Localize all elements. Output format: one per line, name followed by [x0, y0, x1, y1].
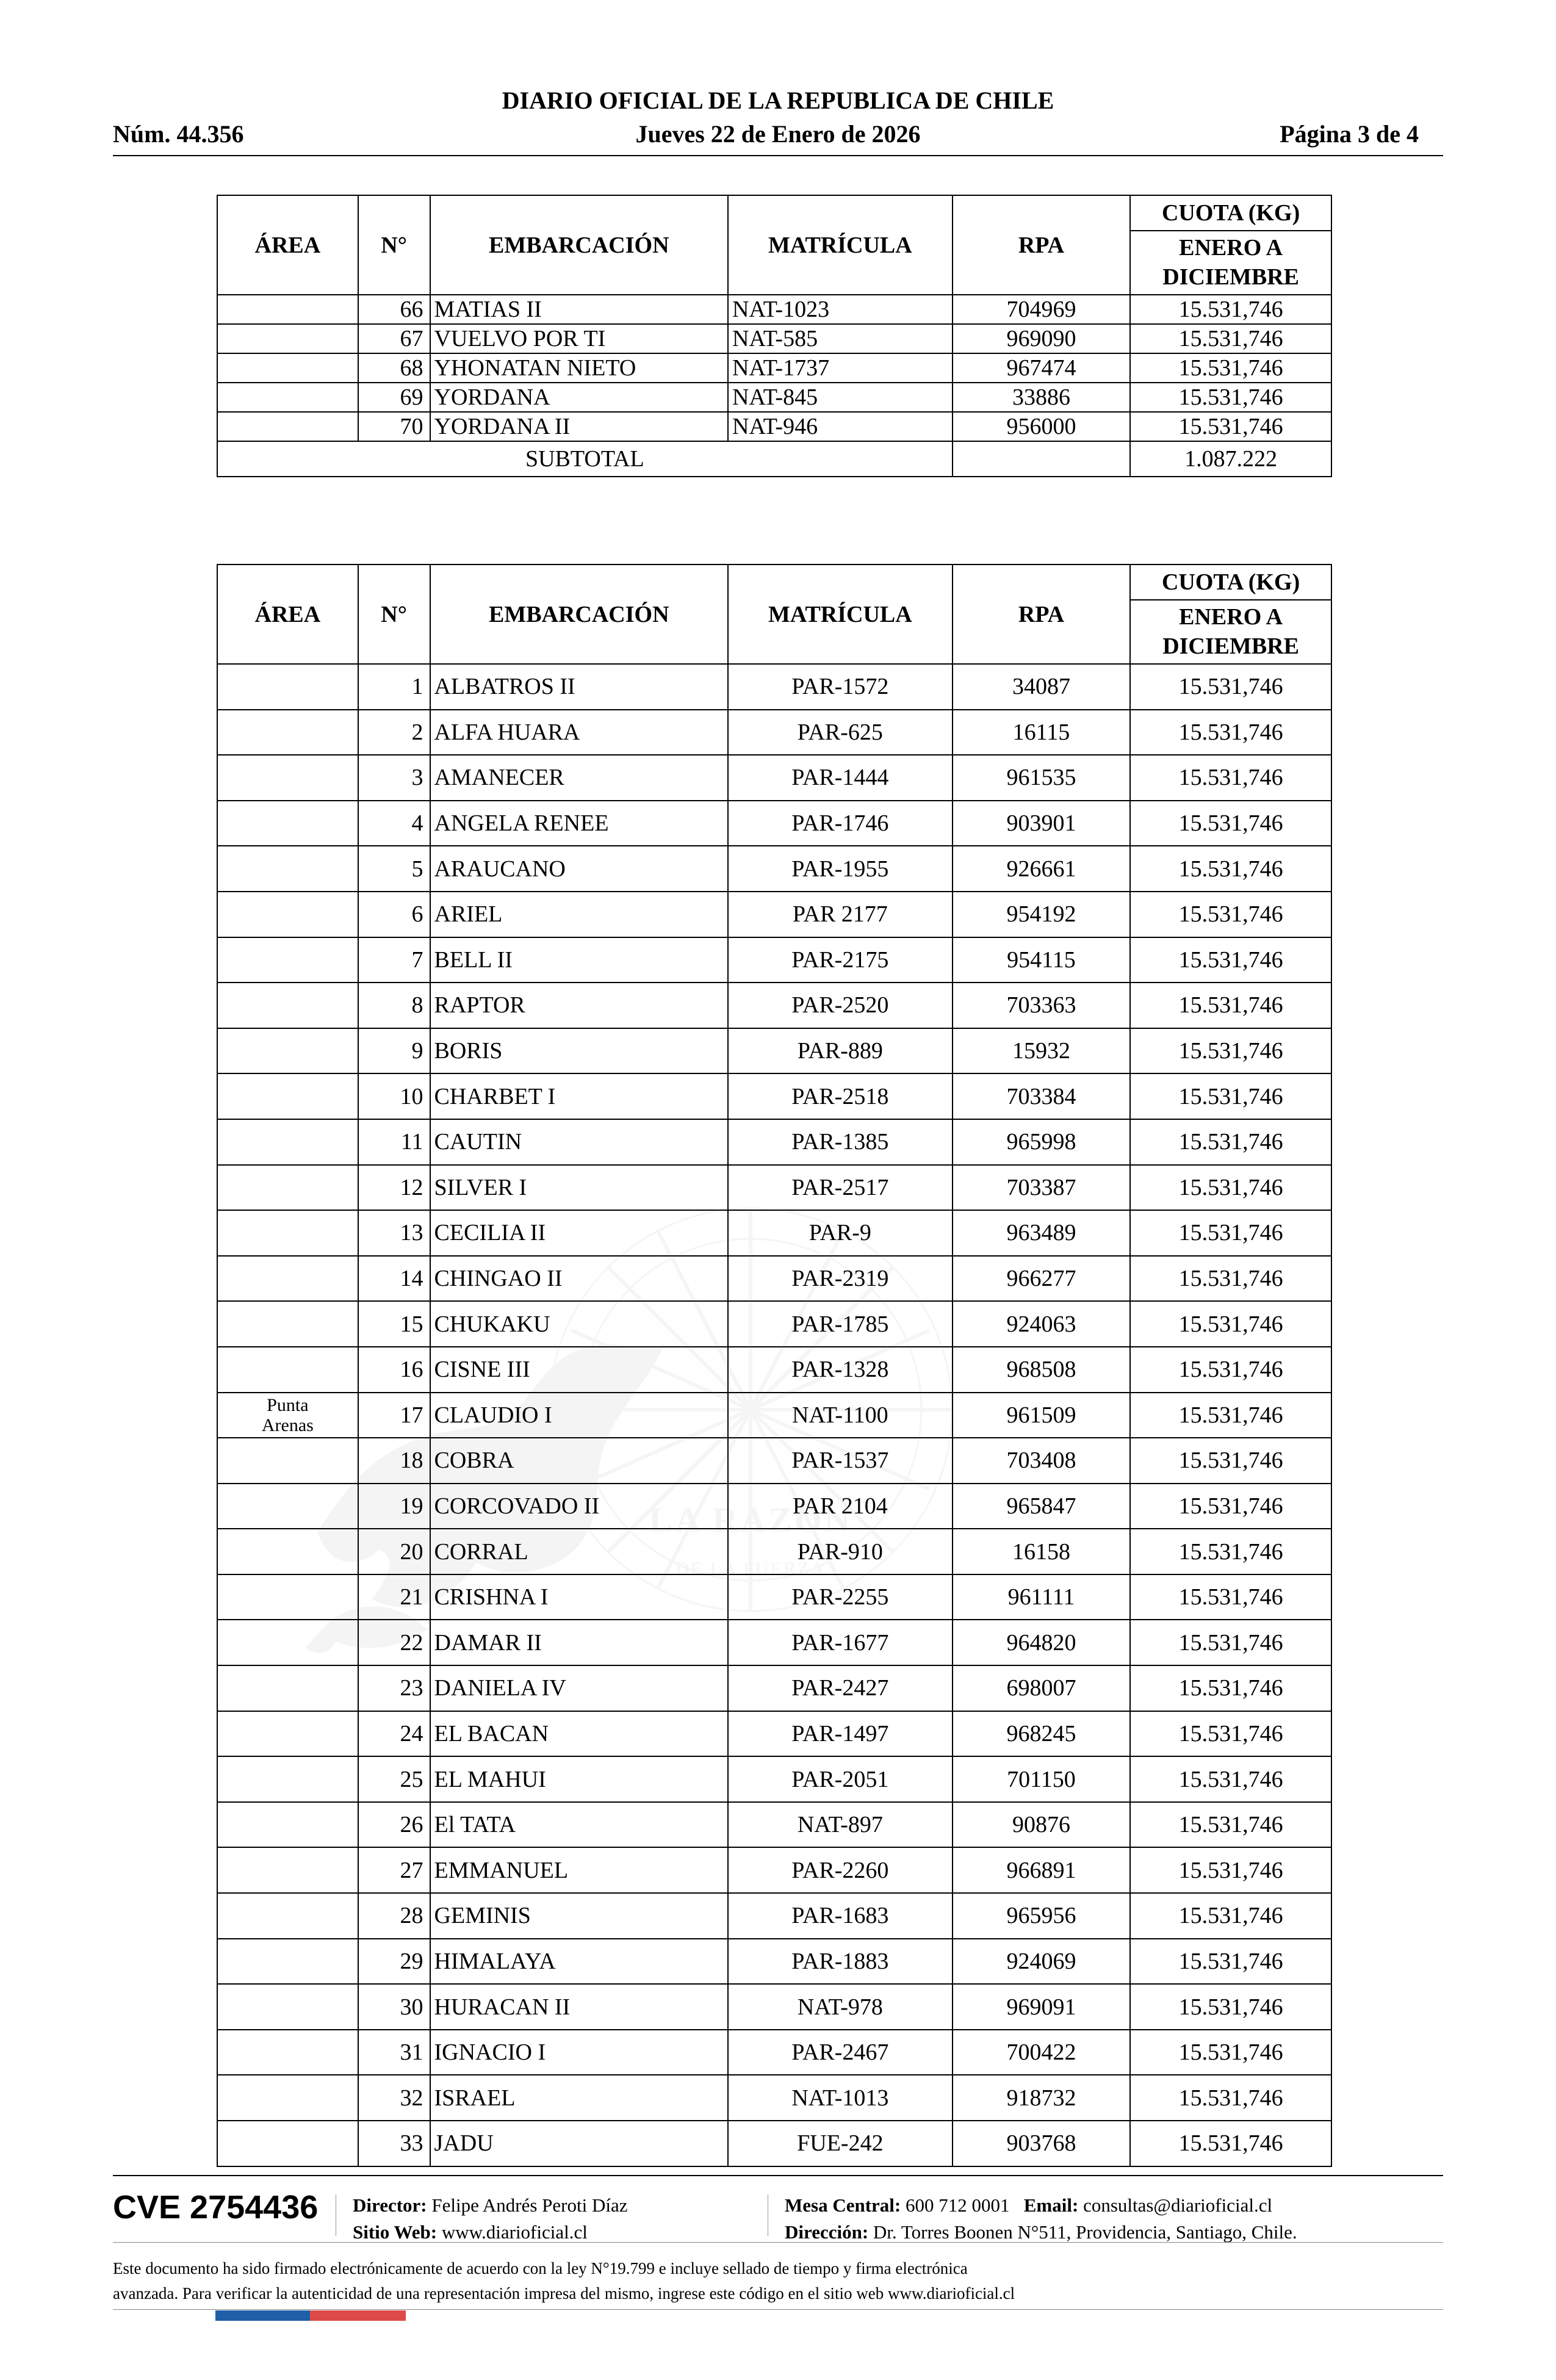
- svg-text:DE LA FUERZA: DE LA FUERZA: [675, 1559, 826, 1579]
- svg-text:LA RAZÓN: LA RAZÓN: [649, 1500, 852, 1540]
